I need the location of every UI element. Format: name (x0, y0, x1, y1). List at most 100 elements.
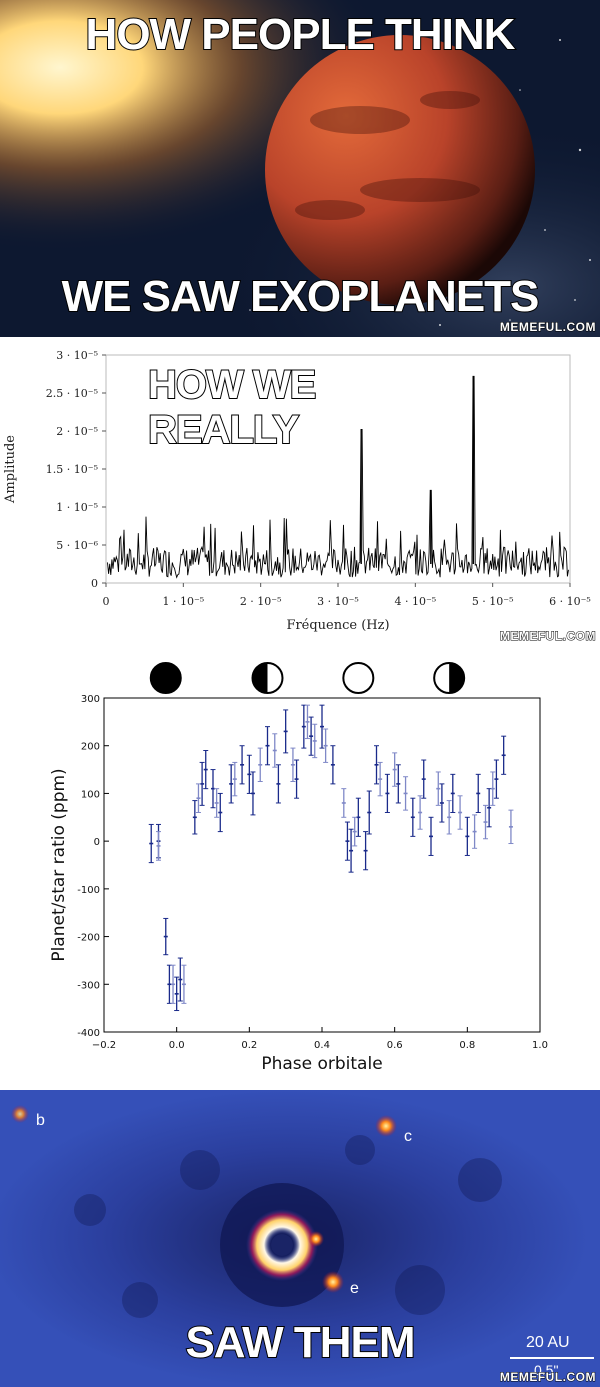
data-point (250, 771, 256, 816)
x-tick-label: 6 · 10⁻⁵ (549, 595, 591, 608)
data-point (294, 759, 300, 799)
data-point (163, 917, 169, 956)
data-point (177, 957, 183, 1002)
panel-spectrum: 0 1 · 10⁻⁵ 2 · 10⁻⁵ 3 · 10⁻⁵ 4 · 10⁻⁵ 5 · 10⁻… (0, 337, 600, 655)
data-point (210, 769, 216, 809)
x-axis-label: Fréquence (Hz) (286, 618, 389, 633)
y-axis-label: Planet/star ratio (ppm) (49, 768, 69, 961)
y-tick-label: 300 (81, 694, 100, 705)
data-point (232, 761, 238, 797)
data-point (457, 795, 463, 830)
x-tick-label: 0.0 (169, 1040, 185, 1051)
data-point (304, 704, 310, 740)
data-point (395, 764, 401, 804)
y-tick-label: 100 (81, 789, 100, 800)
data-point (308, 716, 314, 756)
data-point (257, 747, 263, 782)
watermark: MEMEFUL.COM (499, 1370, 596, 1385)
data-point (374, 745, 379, 785)
x-tick-label: 0.4 (314, 1040, 330, 1051)
label-e: e (350, 1280, 359, 1297)
y-tick-label: 2 · 10⁻⁵ (56, 425, 98, 438)
y-tick-label: 200 (81, 742, 100, 753)
data-point (464, 816, 470, 856)
data-point (217, 792, 223, 833)
data-point (192, 800, 198, 835)
data-point (290, 747, 296, 782)
data-point (450, 773, 456, 814)
data-point (265, 726, 270, 766)
data-point (435, 771, 441, 806)
data-point (348, 828, 354, 873)
direct-image (0, 1090, 600, 1387)
data-point (410, 797, 416, 837)
x-tick-label: −0.2 (92, 1040, 116, 1051)
phase-icon-last-quarter (433, 662, 466, 694)
data-point (446, 800, 452, 835)
caption-bottom: WE SAW EXOPLANETS (61, 271, 541, 322)
y-axis-label: Amplitude (3, 435, 18, 504)
panel-phase-curve: −0.2 0.0 0.2 0.4 0.6 0.8 1.0 -400 -300 -200 -100 0 1… (0, 655, 600, 1080)
data-point (501, 735, 507, 775)
phase-icon-full (342, 662, 375, 694)
watermark: MEMEFUL.COM (499, 320, 596, 335)
x-tick-label: 2 · 10⁻⁵ (240, 595, 282, 608)
data-point (508, 809, 514, 845)
data-point (363, 831, 369, 871)
x-axis-label: Phase orbitale (261, 1054, 382, 1074)
data-point (214, 788, 220, 818)
data-point (195, 783, 201, 814)
data-point (203, 749, 209, 790)
data-point (344, 821, 350, 861)
data-point (301, 704, 307, 749)
y-tick-label: 1.5 · 10⁻⁵ (46, 463, 98, 476)
y-tick-label: -300 (77, 980, 100, 991)
panel-artist-impression: HOW PEOPLE THINK WE SAW EXOPLANETS MEMEF… (0, 0, 600, 337)
phase-shade (449, 663, 465, 693)
y-tick-label: 3 · 10⁻⁵ (56, 349, 98, 362)
x-tick-label: 5 · 10⁻⁵ (472, 595, 514, 608)
y-tick-label: -200 (77, 933, 100, 944)
x-tick-label: 0.6 (387, 1040, 403, 1051)
stars (249, 19, 591, 326)
data-point (181, 964, 187, 1004)
x-tick-label: 0.8 (459, 1040, 475, 1051)
caption-top: HOW PEOPLE THINK (85, 9, 517, 60)
data-point (352, 816, 358, 847)
phase-disc (342, 662, 375, 694)
x-tick-label: 1.0 (532, 1040, 548, 1051)
data-point (272, 733, 278, 768)
x-tick-label: 1 · 10⁻⁵ (162, 595, 204, 608)
data-point (341, 788, 347, 818)
data-point (156, 831, 161, 861)
caption: HOW WE REALLY (147, 362, 317, 453)
data-point (355, 797, 361, 837)
data-point (148, 823, 154, 864)
data-point (421, 759, 427, 799)
phase-icon-first-quarter (251, 662, 284, 694)
data-point (417, 795, 423, 830)
space-scene (0, 0, 600, 337)
data-point (246, 754, 252, 794)
y-tick-label: 5 · 10⁻⁶ (56, 539, 98, 552)
x-tick-label: 3 · 10⁻⁵ (317, 595, 359, 608)
label-b: b (36, 1112, 45, 1129)
data-point (312, 723, 318, 759)
data-point (275, 764, 281, 804)
data-point (170, 964, 176, 1004)
data-point (392, 752, 398, 787)
y-tick-label: -100 (77, 885, 100, 896)
data-point (472, 814, 478, 849)
data-point (228, 764, 234, 804)
data-point (377, 761, 383, 797)
data-point (428, 816, 434, 856)
data-point (239, 745, 245, 785)
panel-direct-image: b c e SAW THEM 20 AU 0.5" MEMEFUL.COM (0, 1090, 600, 1387)
y-tick-label: 2.5 · 10⁻⁵ (46, 387, 98, 400)
data-point (439, 783, 445, 823)
data-point (384, 773, 390, 814)
y-tick-label: -400 (77, 1028, 100, 1039)
data-point (319, 704, 325, 749)
phase-curve-chart: −0.2 0.0 0.2 0.4 0.6 0.8 1.0 -400 -300 -200 -100 0 1… (49, 662, 548, 1074)
y-tick-label: 0 (91, 577, 98, 590)
